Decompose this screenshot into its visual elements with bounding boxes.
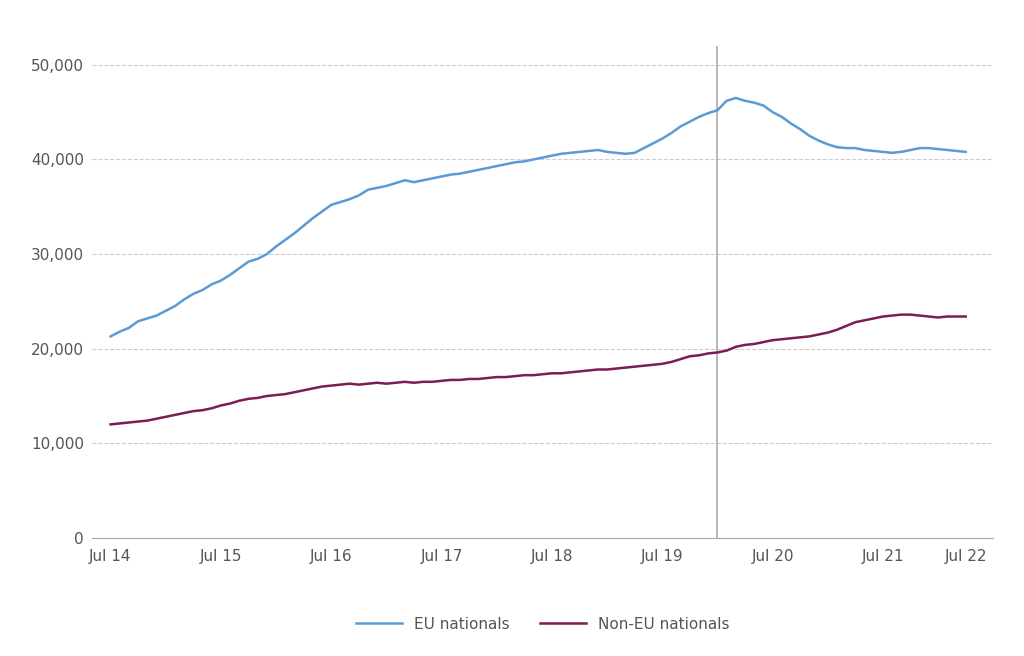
Legend: EU nationals, Non-EU nationals: EU nationals, Non-EU nationals [350, 611, 735, 638]
